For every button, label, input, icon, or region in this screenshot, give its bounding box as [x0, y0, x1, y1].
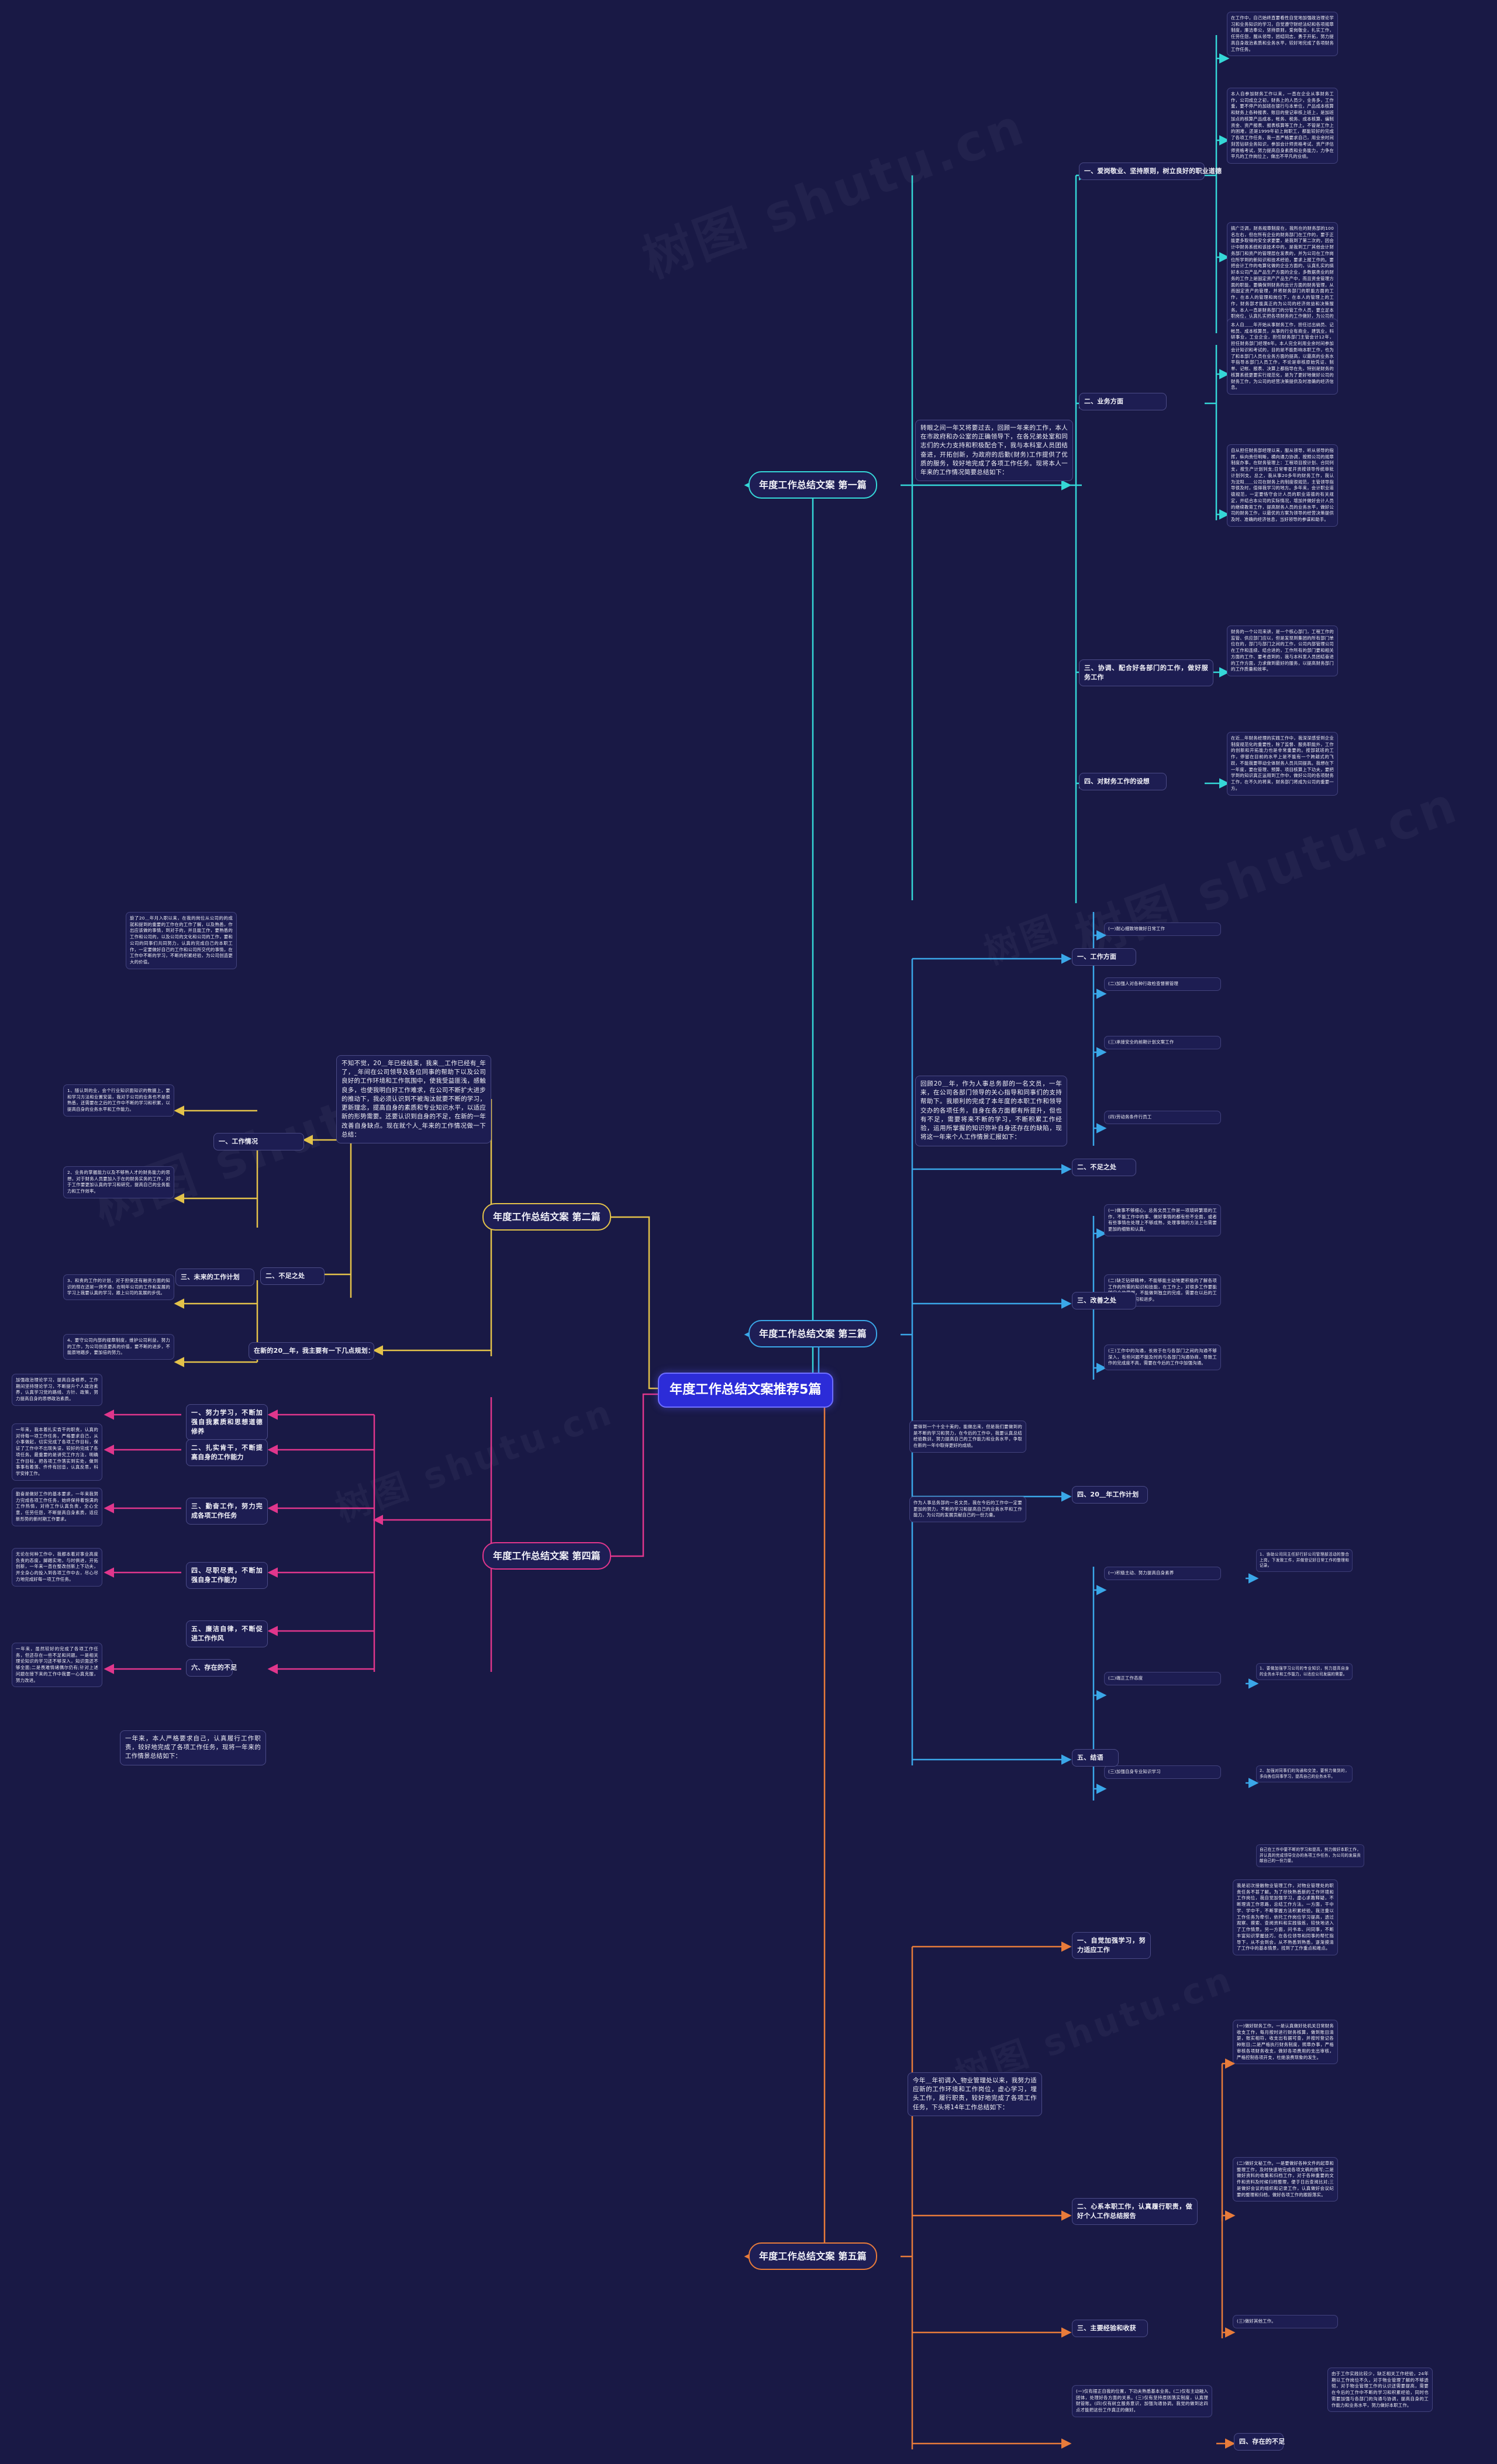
b5-s1-item-1[interactable]: 我是初次接触物业管理工作，对物业管理处的职责任务不甚了解。为了尽快熟悉新的工作环…	[1233, 1879, 1338, 1956]
b3-s1-item-3[interactable]: (三)承接安全的前期计划文案工作	[1104, 1036, 1221, 1049]
branch-node-5[interactable]: 年度工作总结文案 第五篇	[748, 2242, 877, 2271]
branch-5-intro[interactable]: 今年＿年初调入_物业管理处以来，我努力适应新的工作环境和工作岗位，虚心学习，埋头…	[908, 2072, 1042, 2116]
b3-s2-item-3[interactable]: (三)工作中的沟通，长效于在与各部门之间的沟通不够深入，有些问题不能及时的与各部…	[1104, 1345, 1221, 1371]
b4-s4-item-1[interactable]: 无论在何种工作中，我都本着对事业高度负责的态度，脚踏实地，与时俱进，开拓创新，一…	[12, 1548, 102, 1587]
b1-s4-item-1[interactable]: 在近＿年财务经理的实践工作中，我深深感受到企业制度规范化的重要性，除了监督、服务…	[1227, 732, 1338, 796]
b3-s1-item-1[interactable]: (一)耐心细致地做好日常工作	[1104, 922, 1221, 936]
b3-s3-item-1[interactable]: 要得到一个十全十美的，能做出来，但是我们要做到的是不断的学习和努力，在今后的工作…	[909, 1421, 1026, 1453]
b4-s3-item-1[interactable]: 勤奋是做好工作的基本要求，一年来我努力完成各项工作任务，始终保持着饱满的工作热情…	[12, 1488, 102, 1526]
b2-s3-item-1[interactable]: 3、和责的工作的计划，对于担保还有融资方面的知识的现在还是一窍不通，在明年公司的…	[63, 1274, 174, 1301]
b1-section-3-label[interactable]: 三、协调、配合好各部门的工作，做好服务工作	[1079, 659, 1213, 686]
branch-node-2[interactable]: 年度工作总结文案 第二篇	[482, 1203, 611, 1231]
root-node[interactable]: 年度工作总结文案推荐5篇	[658, 1373, 833, 1408]
b1-section-4-label[interactable]: 四、对财务工作的设想	[1079, 773, 1167, 790]
b3-s1-item-2[interactable]: (二)加强人对各种行政检查督察管理	[1104, 977, 1221, 991]
b3-s1-item-4[interactable]: (四)劳动务条件行员工	[1104, 1111, 1221, 1124]
b4-s1-item-1[interactable]: 加强政治理论学习，提高自身修养。工作期间坚持理论学习，不断提升个人政治素养，认真…	[12, 1374, 102, 1406]
b4-s6-item-1[interactable]: 一年来，虽然较好的完成了各项工作任务，但还存在一些不足和问题。一是相关理论知识的…	[12, 1643, 102, 1688]
b1-s1-item-3[interactable]: 搞广泛调，财务规章制度在，我所在的财务部的100名左右，但在所有企业的财务部门在…	[1227, 222, 1338, 330]
b3-section-4-label[interactable]: 四、20＿年工作计划	[1072, 1486, 1148, 1504]
branch-node-1[interactable]: 年度工作总结文案 第一篇	[748, 471, 877, 499]
branch-node-4[interactable]: 年度工作总结文案 第四篇	[482, 1542, 611, 1570]
b1-s1-item-2[interactable]: 本人自参加财务工作以来，一直在企业从事财务工作，公司成立之初，财务上的人员少，业…	[1227, 88, 1338, 164]
b4-s2-item-1[interactable]: 一年来，我本着扎实肯干的职责，认真的对待每一项工作任务，严格要求自己，从小事做起…	[12, 1423, 102, 1481]
b3-section-3-label[interactable]: 三、改善之处	[1072, 1292, 1136, 1309]
b3-section-2-label[interactable]: 二、不足之处	[1072, 1159, 1136, 1176]
b2-s3-item-2[interactable]: 4、要守公司内部的规章制度，维护公司利益，努力的工作，为公司创造更高的价值，要不…	[63, 1334, 174, 1360]
b1-s2-item-1[interactable]: 本人自＿＿年开始从事财务工作，担任过出纳员、记帐员、成本核算员，从事的行业有商业…	[1227, 319, 1338, 395]
b3-s4-item-1[interactable]: (一)积极主动、努力提高自身素养	[1104, 1567, 1221, 1580]
b5-s3-item-1[interactable]: (一)仅有摆正自我的位置，下功夫熟悉基本业务。(二)仅有主动融入团体，处理好各方…	[1072, 2385, 1212, 2417]
branch-2-intro[interactable]: 不知不觉，20＿年已经结束，我来＿工作已经有_年了，_年间在公司领导及各位同事的…	[336, 1055, 491, 1143]
b3-s4-item-2[interactable]: (二)端正工作态度	[1104, 1672, 1221, 1685]
b2-section-3-label[interactable]: 三、未来的工作计划	[175, 1269, 254, 1286]
b5-s4-item-1[interactable]: 由于工作实践比较少，缺乏相关工作经验，24年期以工作岗位不久，对于物业管理了解的…	[1327, 2368, 1433, 2413]
branch-node-3[interactable]: 年度工作总结文案 第三篇	[748, 1320, 877, 1348]
b1-section-2-label[interactable]: 二、业务方面	[1079, 393, 1167, 410]
b1-section-1-label[interactable]: 一、爱岗敬业、坚持原则，树立良好的职业道德	[1079, 163, 1222, 180]
b4-section-5-label[interactable]: 五、廉洁自律，不断促进工作作风	[186, 1620, 268, 1647]
b3-s4-sub-1[interactable]: 1、协助公司同主任好行好公司管理部活动的整合上岗，下发致工件，并做登记好日常工作…	[1256, 1549, 1353, 1572]
b4-section-3-label[interactable]: 三、勤奋工作，努力完成各项工作任务	[186, 1498, 268, 1525]
b5-section-2-label[interactable]: 二、心系本职工作，认真履行职责，做好个人工作总结报告	[1072, 2198, 1198, 2225]
b4-section-4-label[interactable]: 四、尽职尽责，不断加强自身工作能力	[186, 1562, 268, 1589]
branch-3-intro[interactable]: 回顾20＿年，作为人事总务部的一名文员，一年来，在公司各部门领导的关心指导和同事…	[915, 1076, 1067, 1146]
b1-s1-item-1[interactable]: 在工作中，自己始终直要看性自觉地加强政治理论学习和业务知识的学习，自觉遵守财经法…	[1227, 12, 1338, 57]
b5-s2-item-3[interactable]: (三)做好其他工作。	[1233, 2315, 1338, 2328]
b3-section-5-label[interactable]: 五、结语	[1072, 1749, 1119, 1767]
b1-s2-item-2[interactable]: 自从担任财务部经理以来，服从领导，听从领导的指挥，纵向责任明晰，横向通力协调，按…	[1227, 444, 1338, 527]
b3-s3-item-2[interactable]: 作为人事总务部的一名文员，我在今后的工作中一定要更加的努力，不断的学习和提高自己…	[909, 1497, 1026, 1523]
b3-s5-item-1[interactable]: 自己在工作中要不断的学习和提高，努力做好本职工作，并认真的完成领导交办的各项工作…	[1256, 1844, 1364, 1867]
b5-section-3-label[interactable]: 三、主要经验和收获	[1072, 2320, 1148, 2337]
b3-s4-sub-3[interactable]: 2、加强对同事们的沟通和交流，要努力做到的，多向各位同事学习，提高自己的业务水平…	[1256, 1765, 1353, 1783]
b5-s2-item-1[interactable]: (一)做好财务工作。一是认真做好处机关日常财务收支工作，每月按时进行财务核算，做…	[1233, 2020, 1338, 2065]
b3-s2-item-1[interactable]: (一)做事不够细心，总务文员工作是一项琐碎繁琐的工作，不能工作中的事、做好事情的…	[1104, 1204, 1221, 1236]
b5-section-4-label[interactable]: 四、存在的不足	[1234, 2433, 1285, 2451]
b2-section-2-label[interactable]: 二、不足之处	[260, 1267, 325, 1285]
b5-s2-item-2[interactable]: (二)做好文秘工作。一是要做好各种文件的起草和整理工作，及时快速地完成各项文稿的…	[1233, 2157, 1338, 2202]
b3-section-1-label[interactable]: 一、工作方面	[1072, 948, 1136, 966]
branch-1-intro[interactable]: 转眼之间一年又将要过去，回顾一年来的工作，本人在市政府和办公室的正确领导下，在各…	[915, 420, 1073, 482]
b2-section-1-label[interactable]: 一、工作情况	[213, 1133, 304, 1150]
b4-section-2-label[interactable]: 二、扎实肯干，不断提高自身的工作能力	[186, 1439, 268, 1466]
b5-section-1-label[interactable]: 一、自觉加强学习，努力适应工作	[1072, 1932, 1151, 1959]
b3-s4-item-3[interactable]: (三)加强自身专业知识学习	[1104, 1765, 1221, 1779]
b2-section-4-label[interactable]: 在新的20＿年，我主要有一下几点规划：	[249, 1342, 374, 1360]
branch-4-intro[interactable]: 一年来，本人严格要求自己，认真履行工作职责，较好地完成了各项工作任务，现将一年来…	[120, 1730, 266, 1765]
b2-s1-item-1[interactable]: 旋了20＿年月入职以来，在我的岗位从公司的的成就和提到的重要的工作在的工作了解，…	[126, 912, 237, 969]
b2-s2-item-1[interactable]: 1、随认到的业，会个行业知识面知识的数据上，要和学习方法和业置安装，我对于公司的…	[63, 1084, 174, 1117]
b1-s3-item-1[interactable]: 财务的一个公司来讲，是一个核心部门，工程工作的监管、供应部门应以，但是发现到集团…	[1227, 625, 1338, 677]
b2-s2-item-2[interactable]: 2、业务的掌握能力以及不够熟人才的财务能力的思想，对于财务人员要加入于在的财务实…	[63, 1166, 174, 1198]
b3-s4-sub-2[interactable]: 1、要做加强学习公司的专业知识，努力提高自身的业务水平和工作能力，以适应公司发展…	[1256, 1663, 1353, 1681]
b4-section-6-label[interactable]: 六、存在的不足	[186, 1659, 237, 1677]
b4-section-1-label[interactable]: 一、努力学习，不断加强自我素质和思想道德修养	[186, 1404, 268, 1440]
